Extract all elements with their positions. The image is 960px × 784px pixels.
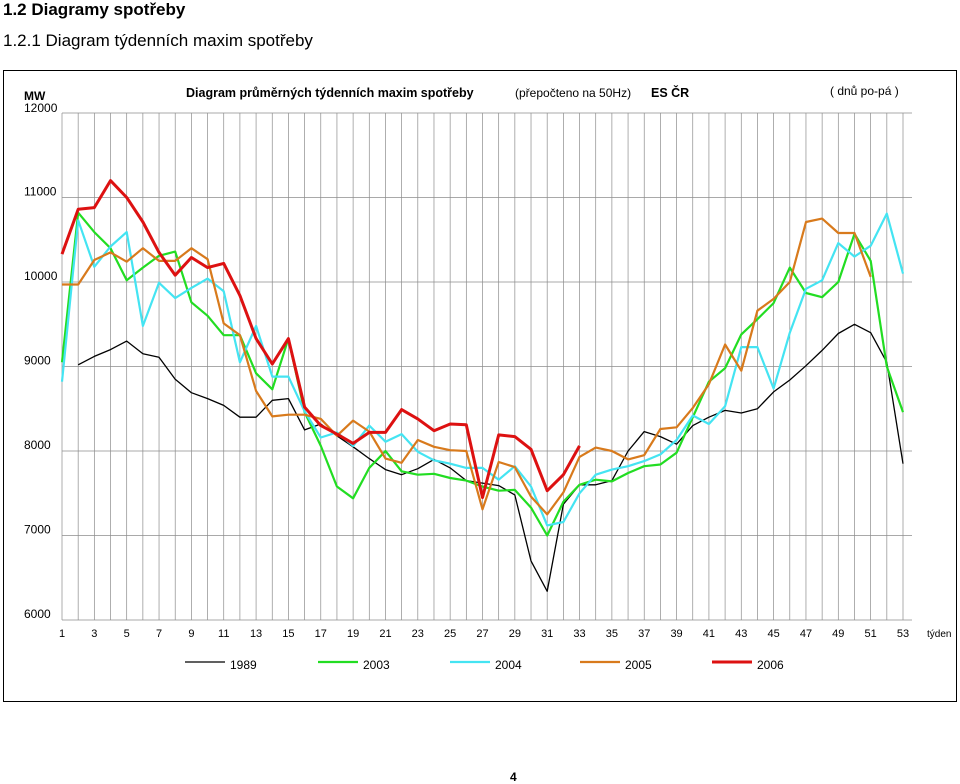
- x-tick-label: 5: [124, 628, 130, 640]
- chart-frame: [3, 70, 957, 702]
- legend-label-2003: 2003: [363, 658, 390, 672]
- y-tick-label: 9000: [24, 354, 51, 368]
- x-tick-label: 19: [347, 628, 359, 640]
- series-line-2003: [60, 211, 905, 537]
- x-tick-label: 43: [735, 628, 747, 640]
- series-lines: [60, 179, 905, 592]
- chart-days-note: ( dnů po-pá ): [830, 84, 899, 98]
- x-tick-label: 1: [59, 628, 65, 640]
- x-tick-label: 39: [670, 628, 682, 640]
- x-tick-label: 13: [250, 628, 262, 640]
- x-axis-label: týden: [927, 629, 951, 640]
- x-tick-label: 53: [897, 628, 909, 640]
- legend-label-2006: 2006: [757, 658, 784, 672]
- x-tick-label: 49: [832, 628, 844, 640]
- x-tick-label: 7: [156, 628, 162, 640]
- y-tick-label: 6000: [24, 607, 51, 621]
- x-tick-label: 25: [444, 628, 456, 640]
- x-tick-label: 11: [218, 628, 229, 640]
- x-tick-label: 35: [606, 628, 618, 640]
- chart-conversion-note: (přepočteno na 50Hz): [515, 86, 631, 100]
- x-tick-label: 23: [412, 628, 424, 640]
- x-tick-label: 51: [865, 628, 877, 640]
- chart-system-label: ES ČR: [651, 85, 689, 100]
- x-tick-label: 47: [800, 628, 812, 640]
- x-tick-label: 37: [638, 628, 650, 640]
- x-tick-label: 45: [767, 628, 779, 640]
- series-line-1989: [77, 323, 904, 592]
- y-tick-label: 10000: [24, 269, 58, 283]
- section-heading: 1.2 Diagramy spotřeby: [3, 0, 186, 19]
- x-tick-label: 31: [541, 628, 553, 640]
- y-axis-unit-label: MW: [24, 89, 46, 103]
- series-line-2005: [62, 217, 872, 516]
- page-number: 4: [510, 770, 517, 784]
- x-tick-label: 27: [476, 628, 488, 640]
- x-tick-label: 29: [509, 628, 521, 640]
- legend: 1989 2003 2004 2005 2006: [185, 658, 784, 672]
- x-tick-label: 9: [188, 628, 194, 640]
- x-tick-label: 17: [315, 628, 327, 640]
- x-tick-label: 33: [573, 628, 585, 640]
- x-tick-label: 3: [91, 628, 97, 640]
- x-tick-label: 41: [703, 628, 715, 640]
- series-line-2006: [60, 179, 581, 499]
- y-tick-label: 7000: [24, 523, 51, 537]
- x-tick-label: 21: [379, 628, 391, 640]
- x-tick-label: 15: [282, 628, 294, 640]
- grid-lines: [61, 112, 912, 621]
- y-tick-label: 12000: [24, 101, 58, 115]
- legend-label-2005: 2005: [625, 658, 652, 672]
- y-tick-label: 8000: [24, 438, 51, 452]
- chart-title: Diagram průměrných týdenních maxim spotř…: [186, 86, 474, 100]
- y-tick-label: 11000: [24, 185, 57, 199]
- legend-label-2004: 2004: [495, 658, 522, 672]
- legend-label-1989: 1989: [230, 658, 257, 672]
- series-line-2004: [60, 212, 905, 527]
- subsection-heading: 1.2.1 Diagram týdenních maxim spotřeby: [3, 31, 313, 50]
